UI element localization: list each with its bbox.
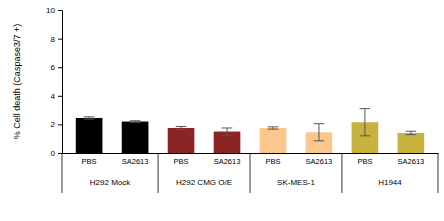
error-cap (406, 134, 417, 135)
error-bar (222, 128, 233, 135)
x-tick-label: SA2613 (306, 157, 333, 166)
y-tick-label: 0 (51, 149, 56, 158)
error-cap (360, 108, 371, 109)
error-bar (268, 127, 279, 129)
y-tick-mark (58, 67, 62, 68)
error-cap (314, 140, 325, 141)
bar (168, 128, 195, 153)
bar (398, 133, 425, 153)
x-tick: SA2613 (398, 153, 425, 166)
y-axis: 0 2 4 6 8 10 (46, 6, 62, 158)
error-bar (360, 109, 371, 136)
error-cap (314, 123, 325, 124)
y-tick: 6 (51, 63, 62, 72)
error-cap (268, 129, 279, 130)
bars (76, 109, 424, 153)
error-line (410, 131, 411, 134)
group-label: H1944 (378, 178, 402, 187)
error-bar (84, 117, 95, 119)
error-line (318, 124, 319, 141)
group-separators (62, 153, 438, 193)
x-tick: SA2613 (122, 153, 149, 166)
y-tick-mark (58, 96, 62, 97)
error-cap (406, 131, 417, 132)
error-cap (176, 126, 187, 127)
y-tick-mark (58, 153, 62, 154)
error-cap (176, 129, 187, 130)
y-tick-mark (58, 39, 62, 40)
y-tick: 8 (51, 35, 62, 44)
error-line (227, 128, 228, 135)
group-separator (158, 153, 159, 193)
group-separator (341, 153, 342, 193)
error-cap (268, 126, 279, 127)
x-tick: SA2613 (306, 153, 333, 166)
error-cap (84, 116, 95, 117)
plot: 0 2 4 6 8 10 PBS SA2613 PBS SA2613 PBS SA2613 PBS SA2… (46, 6, 438, 193)
chart: 0 2 4 6 8 10 PBS SA2613 PBS SA2613 PBS SA2613 PBS SA2… (0, 0, 444, 221)
x-axis-line (63, 153, 439, 154)
y-tick-label: 6 (51, 63, 56, 72)
x-tick-label: PBS (174, 157, 189, 166)
group-label: SK-MES-1 (277, 178, 315, 187)
y-tick-label: 8 (51, 35, 56, 44)
bar (122, 122, 149, 153)
bar (260, 128, 287, 153)
y-tick: 4 (51, 92, 62, 101)
group-separator (62, 153, 63, 193)
x-tick: SA2613 (214, 153, 241, 166)
x-tick: PBS (357, 153, 372, 166)
error-cap (130, 122, 141, 123)
x-tick: PBS (82, 153, 97, 166)
y-axis-title: % Cell death (Caspase3/7 +) (12, 24, 22, 139)
x-tick-label: PBS (357, 157, 372, 166)
y-tick-label: 2 (51, 120, 56, 129)
x-tick-label: SA2613 (214, 157, 241, 166)
error-cap (222, 127, 233, 128)
error-bar (314, 124, 325, 141)
y-tick: 10 (46, 6, 62, 15)
x-tick-label: PBS (265, 157, 280, 166)
bar (76, 118, 103, 153)
error-bar (130, 121, 141, 122)
group-separator (250, 153, 251, 193)
error-bar (176, 127, 187, 130)
error-bar (406, 131, 417, 134)
error-line (364, 109, 365, 136)
group-separator (438, 153, 439, 193)
error-cap (360, 135, 371, 136)
y-tick-mark (58, 10, 62, 11)
bar (214, 132, 241, 153)
error-cap (130, 120, 141, 121)
group-label: H292 CMG O/E (176, 178, 232, 187)
group-label: H292 Mock (90, 178, 131, 187)
y-tick: 2 (51, 120, 62, 129)
y-axis-line (58, 11, 63, 154)
x-tick: PBS (174, 153, 189, 166)
x-tick: PBS (265, 153, 280, 166)
y-tick-label: 4 (51, 92, 56, 101)
x-axis: PBS SA2613 PBS SA2613 PBS SA2613 PBS SA2613 (63, 153, 439, 166)
x-tick-label: SA2613 (398, 157, 425, 166)
x-tick-label: PBS (82, 157, 97, 166)
x-tick-label: SA2613 (122, 157, 149, 166)
y-tick: 0 (51, 149, 62, 158)
error-cap (84, 119, 95, 120)
y-tick-mark (58, 124, 62, 125)
y-tick-label: 10 (46, 6, 55, 15)
error-cap (222, 135, 233, 136)
